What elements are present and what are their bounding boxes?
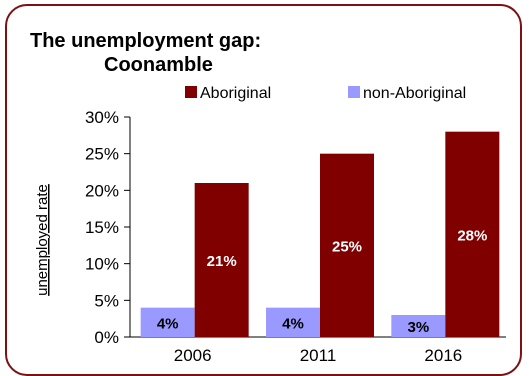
y-tick-label: 20% xyxy=(85,181,119,200)
y-axis-label: unemployed rate xyxy=(34,184,51,296)
x-tick-label-2011: 2011 xyxy=(300,346,337,365)
legend-swatch-non-aboriginal xyxy=(348,86,360,98)
bars: 4% 21% 4% 25% 3% 28% xyxy=(140,131,500,337)
data-label-aboriginal-2011: 25% xyxy=(332,238,362,255)
data-label-non-aboriginal-2006: 4% xyxy=(157,315,179,332)
y-tick-label: 5% xyxy=(94,291,119,310)
data-label-aboriginal-2016: 28% xyxy=(457,227,487,244)
data-label-aboriginal-2006: 21% xyxy=(207,253,237,270)
x-axis: 2006 2011 2016 xyxy=(174,346,462,365)
bar-aboriginal-2011 xyxy=(320,153,374,337)
chart-title-line1: The unemployment gap: xyxy=(30,30,261,52)
data-label-non-aboriginal-2011: 4% xyxy=(282,315,304,332)
legend-swatch-aboriginal xyxy=(185,86,197,98)
data-label-non-aboriginal-2016: 3% xyxy=(407,319,429,336)
y-tick-label: 0% xyxy=(94,328,119,347)
legend-label-aboriginal: Aboriginal xyxy=(200,85,271,102)
bar-non-aboriginal-2006 xyxy=(140,307,195,337)
legend: Aboriginal non-Aboriginal xyxy=(185,85,466,102)
x-tick-label-2016: 2016 xyxy=(424,346,462,365)
y-tick-label: 25% xyxy=(85,145,119,164)
legend-label-non-aboriginal: non-Aboriginal xyxy=(363,85,466,102)
x-tick-label-2006: 2006 xyxy=(174,346,212,365)
y-tick-label: 15% xyxy=(85,218,119,237)
bar-aboriginal-2006 xyxy=(194,183,249,337)
y-axis: 0% 5% 10% 15% 20% 25% 30% xyxy=(85,108,130,347)
unemployment-bar-chart: The unemployment gap: Coonamble Aborigin… xyxy=(30,30,506,365)
chart-title-line2: Coonamble xyxy=(104,54,213,76)
y-tick-label: 10% xyxy=(85,255,119,274)
bar-aboriginal-2016 xyxy=(445,131,500,337)
y-tick-label: 30% xyxy=(85,108,119,127)
bar-non-aboriginal-2011 xyxy=(266,307,320,337)
chart-frame xyxy=(5,4,522,376)
bar-non-aboriginal-2016 xyxy=(391,315,446,337)
